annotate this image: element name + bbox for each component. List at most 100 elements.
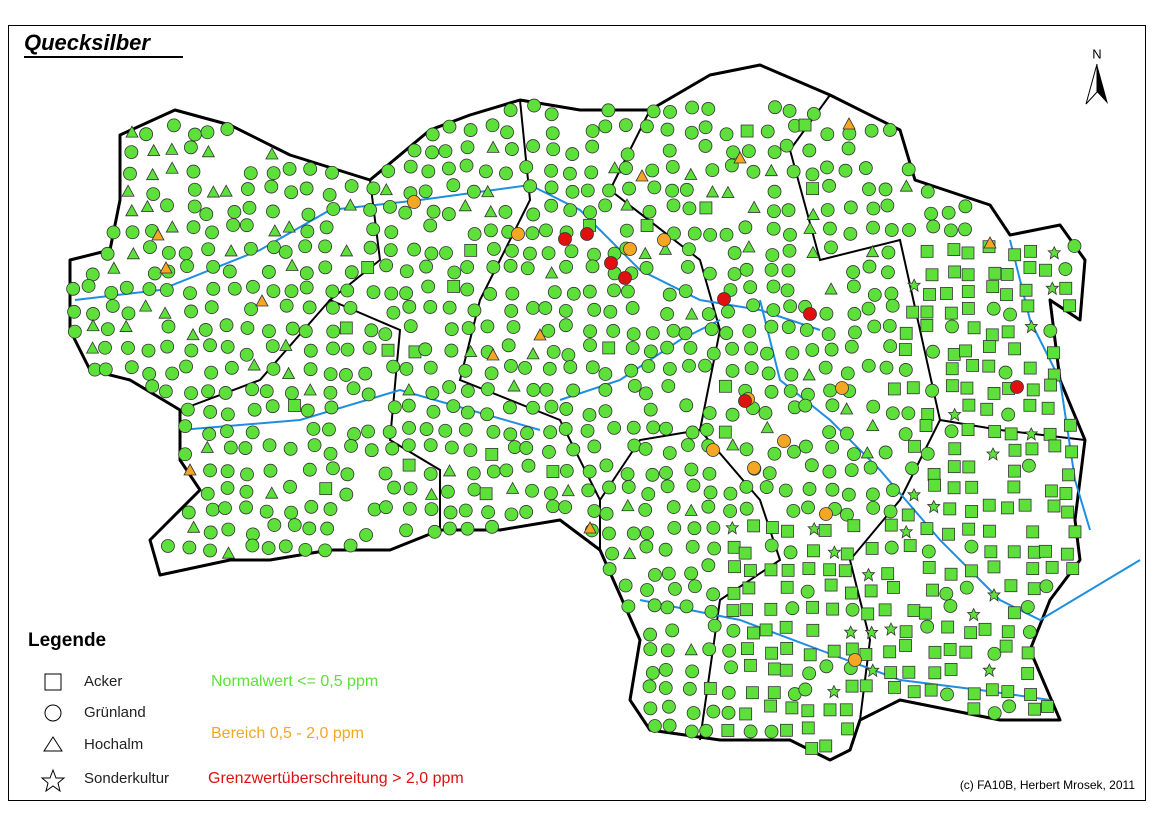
sample-point	[635, 169, 649, 182]
sample-point	[806, 600, 819, 614]
sample-point	[899, 639, 912, 652]
sample-point	[858, 161, 873, 175]
sample-point	[928, 645, 942, 659]
sample-point	[861, 301, 876, 316]
sample-point	[801, 500, 815, 515]
sample-point	[227, 205, 242, 219]
sample-point	[767, 145, 782, 160]
sample-point	[546, 142, 561, 157]
sample-point	[1023, 261, 1037, 274]
sample-point	[739, 501, 754, 516]
sample-point	[682, 242, 696, 257]
sample-point	[685, 100, 699, 115]
sample-point	[884, 622, 898, 636]
sample-point	[1008, 248, 1022, 262]
sample-point	[944, 223, 958, 238]
sample-point	[982, 359, 996, 373]
sample-point	[640, 119, 654, 134]
sample-point	[927, 468, 941, 481]
sample-point	[525, 226, 540, 241]
sample-point	[221, 546, 236, 559]
sample-point	[741, 144, 756, 159]
sample-point	[426, 204, 441, 219]
sample-point	[703, 228, 718, 242]
sample-point	[760, 346, 774, 361]
sample-point	[880, 198, 895, 213]
sample-point	[767, 446, 782, 461]
sample-point	[620, 467, 635, 481]
sample-point	[85, 267, 100, 282]
sample-point	[840, 547, 854, 561]
sample-point	[683, 340, 698, 355]
sample-point	[780, 283, 795, 298]
sample-point	[964, 564, 978, 578]
sample-point	[381, 343, 395, 357]
sample-point	[605, 546, 619, 561]
sample-point	[463, 443, 478, 458]
legend: Legende Acker Grünland Hochalm Sonderkul…	[28, 630, 464, 793]
sample-point	[486, 348, 500, 361]
legend-class: Grenzwertüberschreitung > 2,0 ppm	[208, 770, 464, 787]
sample-point	[781, 203, 796, 218]
sample-point	[364, 323, 379, 338]
sample-point	[944, 306, 958, 320]
sample-point	[823, 563, 837, 577]
sample-point	[479, 487, 493, 501]
sample-point	[183, 286, 197, 301]
sample-point	[803, 307, 817, 321]
sample-point	[723, 486, 738, 501]
sample-point	[401, 438, 416, 453]
sample-point	[106, 225, 121, 240]
sample-point	[782, 104, 797, 118]
sample-point	[566, 383, 581, 398]
sample-point	[866, 220, 880, 235]
sample-point	[306, 421, 321, 436]
sample-point	[1026, 525, 1040, 539]
sample-point	[1058, 262, 1073, 276]
sample-point	[186, 520, 201, 533]
sample-point	[125, 125, 139, 138]
sample-point	[259, 384, 274, 399]
sample-point	[924, 206, 939, 221]
sample-point	[819, 739, 833, 753]
sample-point	[782, 243, 797, 258]
sample-point	[480, 319, 495, 334]
sample-point	[439, 246, 453, 260]
sample-point	[1047, 245, 1062, 260]
sample-point	[662, 446, 677, 460]
sample-point	[323, 385, 338, 400]
sample-point	[319, 482, 333, 496]
sample-point	[187, 199, 202, 214]
sample-point	[662, 718, 677, 733]
sample-point	[840, 507, 854, 522]
sample-point	[982, 498, 996, 512]
sample-point	[861, 567, 876, 582]
sample-point	[361, 261, 375, 274]
sample-point	[402, 458, 416, 472]
sample-point	[523, 179, 538, 194]
sample-point	[343, 538, 358, 553]
sample-point	[203, 338, 217, 353]
sample-point	[642, 679, 657, 694]
sample-point	[724, 660, 738, 675]
sample-point	[802, 368, 816, 381]
sample-point	[301, 207, 316, 222]
sample-point	[767, 204, 781, 219]
sample-point	[202, 427, 217, 442]
sample-point	[244, 302, 258, 317]
sample-point	[1068, 525, 1082, 539]
sample-point	[638, 441, 653, 456]
sample-point	[504, 359, 518, 373]
sample-point	[660, 600, 675, 615]
sample-point	[563, 203, 578, 218]
sample-point	[682, 358, 696, 373]
sample-point	[124, 145, 139, 160]
sample-point	[1026, 562, 1040, 576]
sample-point	[479, 164, 493, 179]
sample-point	[626, 526, 641, 541]
sample-point	[598, 119, 613, 134]
sample-point	[901, 406, 916, 421]
sample-point	[584, 165, 599, 180]
sample-point	[942, 527, 955, 541]
sample-point	[804, 458, 819, 473]
